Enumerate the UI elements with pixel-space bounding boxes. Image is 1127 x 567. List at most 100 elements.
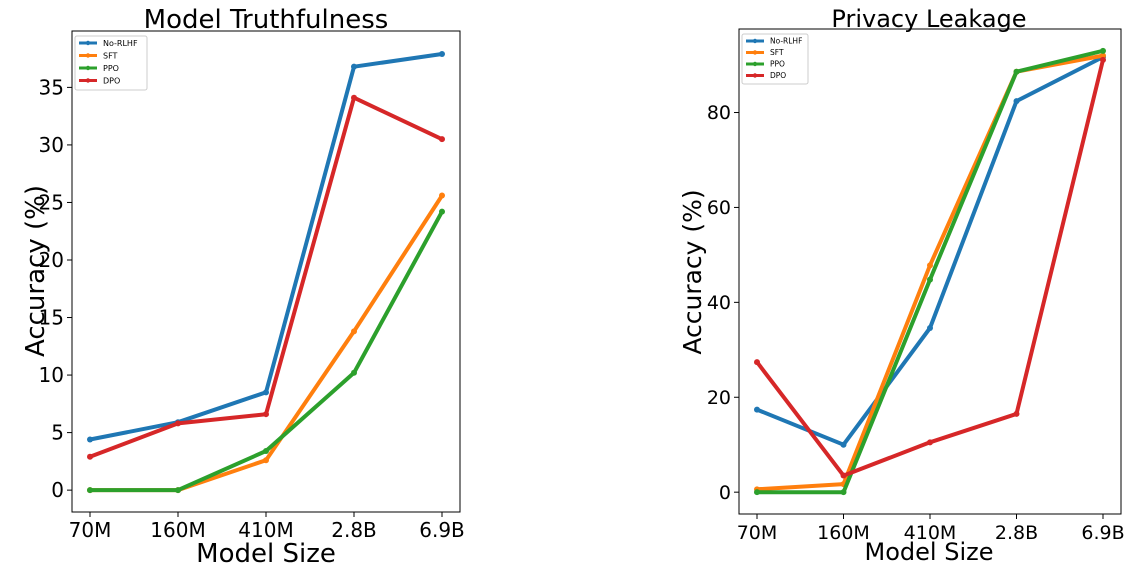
data-point <box>927 262 933 269</box>
legend-items: No-RLHF SFT PPO DPO <box>79 39 138 85</box>
x-tick-label: 70M <box>69 518 112 542</box>
ticks: 0 5 10 15 20 25 30 35 70M 160M 410M 2.8B 6.9B <box>39 75 465 542</box>
y-tick-label: 35 <box>39 75 64 99</box>
legend-label: DPO <box>103 76 120 85</box>
data-point <box>439 136 445 143</box>
data-point <box>351 94 357 101</box>
legend-marker <box>752 73 758 78</box>
y-tick-label: 0 <box>719 482 731 504</box>
data-point <box>1100 47 1106 54</box>
legend-marker <box>85 53 91 58</box>
legend-box <box>741 33 809 85</box>
legend-label: DPO <box>770 71 786 80</box>
legend-item: DPO <box>746 71 786 80</box>
series-ppo <box>87 208 445 494</box>
data-point <box>439 192 445 199</box>
series-dpo <box>87 94 445 460</box>
data-point <box>754 406 760 413</box>
data-point <box>263 411 269 418</box>
panel-model-truthfulness: Model Truthfulness Accuracy (%) Model Si… <box>21 5 465 567</box>
legend-item: SFT <box>746 48 784 57</box>
x-tick-label: 70M <box>737 522 778 544</box>
legend-item: PPO <box>746 60 785 69</box>
plot-frame <box>71 30 461 513</box>
data-point <box>87 453 93 460</box>
x-tick-label: 160M <box>817 522 870 544</box>
data-point <box>263 389 269 396</box>
series-ppo <box>754 47 1106 496</box>
data-point <box>840 489 847 496</box>
legend-label: No-RLHF <box>770 37 802 46</box>
legend-item: SFT <box>79 51 118 60</box>
legend-label: PPO <box>103 64 119 73</box>
data-point <box>1013 68 1020 75</box>
series-line <box>88 193 444 493</box>
legend-marker <box>752 50 758 55</box>
plot-frame <box>738 28 1122 515</box>
x-tick-label: 6.9B <box>1081 522 1124 544</box>
legend-item: No-RLHF <box>79 39 138 48</box>
legend-label: PPO <box>770 60 785 69</box>
data-point <box>351 63 357 70</box>
chart-title: Privacy Leakage <box>831 5 1026 33</box>
y-tick-label: 10 <box>39 363 64 387</box>
chart-title: Model Truthfulness <box>144 5 389 35</box>
series-line <box>88 52 444 442</box>
legend-item: DPO <box>79 76 120 85</box>
legend-marker <box>85 40 91 46</box>
y-axis-label: Accuracy (%) <box>678 189 707 354</box>
data-point <box>927 276 933 283</box>
legend-label: No-RLHF <box>103 39 138 48</box>
legend-item: PPO <box>79 64 119 73</box>
data-point <box>351 369 357 376</box>
data-point <box>1013 410 1020 417</box>
x-tick-label: 2.8B <box>331 518 377 542</box>
legend-marker <box>85 78 91 83</box>
data-point <box>1013 98 1020 105</box>
data-point <box>263 448 269 455</box>
data-point <box>1100 56 1106 63</box>
y-tick-label: 30 <box>39 133 64 157</box>
data-point <box>263 457 269 464</box>
series-dpo <box>754 56 1106 479</box>
ticks: 0 20 40 60 80 70M 160M 410M 2.8B 6.9B <box>707 102 1125 544</box>
y-tick-label: 25 <box>39 190 64 214</box>
series-lines <box>754 47 1106 496</box>
y-tick-label: 20 <box>707 387 731 409</box>
legend-marker <box>85 65 91 71</box>
data-point <box>927 324 933 331</box>
x-axis-label: Model Size <box>196 539 336 567</box>
x-axis-label: Model Size <box>865 538 994 566</box>
y-tick-label: 0 <box>51 478 64 502</box>
legend-label: SFT <box>103 51 118 60</box>
legend: No-RLHF SFT PPO DPO <box>741 33 809 85</box>
y-tick-label: 15 <box>39 306 64 330</box>
x-tick-label: 2.8B <box>995 522 1038 544</box>
legend-marker <box>752 38 758 44</box>
data-point <box>1100 52 1106 59</box>
data-point <box>840 472 847 479</box>
legend-items: No-RLHF SFT PPO DPO <box>746 37 802 80</box>
legend-marker <box>752 61 758 67</box>
series-line <box>755 55 1105 447</box>
data-point <box>87 487 93 494</box>
data-point <box>175 420 181 427</box>
x-tick-label: 410M <box>904 522 957 544</box>
series-no-rlhf <box>87 51 445 443</box>
x-tick-label: 160M <box>150 518 205 542</box>
legend: No-RLHF SFT PPO DPO <box>74 35 148 91</box>
data-point <box>351 328 357 335</box>
data-point <box>87 436 93 443</box>
y-axis-label: Accuracy (%) <box>21 185 51 357</box>
y-tick-label: 80 <box>707 102 731 124</box>
legend-box <box>74 35 148 91</box>
y-tick-label: 40 <box>707 292 731 314</box>
series-no-rlhf <box>754 53 1106 448</box>
data-point <box>840 441 847 448</box>
y-tick-label: 5 <box>51 421 64 445</box>
data-point <box>754 359 760 366</box>
x-tick-label: 410M <box>238 518 293 542</box>
data-point <box>439 208 445 215</box>
y-tick-label: 60 <box>707 197 731 219</box>
